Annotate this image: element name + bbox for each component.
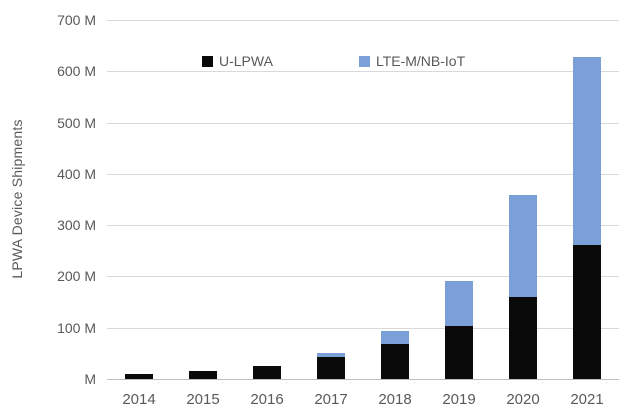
bar-2021 — [573, 20, 601, 379]
bar-2017 — [317, 20, 345, 379]
legend-label: LTE-M/NB-IoT — [375, 53, 466, 69]
y-tick-label: 600 M — [57, 63, 96, 80]
x-tick-label-2019: 2019 — [442, 391, 476, 408]
bar-2014 — [125, 20, 153, 379]
plot-area — [107, 20, 619, 380]
legend-item-lte-m-nb-iot: LTE-M/NB-IoT — [358, 53, 466, 69]
y-tick-label: M — [84, 371, 96, 387]
legend: U-LPWA LTE-M/NB-IoT — [202, 53, 465, 69]
legend-swatch-icon — [358, 55, 370, 67]
y-tick-label: 200 M — [57, 268, 96, 285]
gridline — [107, 276, 619, 278]
y-tick-label: 500 M — [57, 114, 96, 131]
bar-segment-lte-2018 — [381, 331, 409, 345]
bar-2016 — [253, 20, 281, 379]
bar-segment-lte-2017 — [317, 353, 345, 358]
bar-segment-ulpwa-2019 — [445, 326, 473, 379]
x-tick-label-2020: 2020 — [506, 391, 540, 408]
gridline — [107, 122, 619, 124]
gridline — [107, 71, 619, 73]
legend-swatch-icon — [202, 55, 213, 67]
y-tick-label: 300 M — [57, 217, 96, 234]
bar-2015 — [189, 20, 217, 379]
x-tick-label-2014: 2014 — [122, 391, 156, 408]
x-tick-label-2021: 2021 — [570, 391, 604, 408]
legend-item-ulpwa: U-LPWA — [202, 53, 273, 69]
bar-2018 — [381, 20, 409, 379]
legend-label: U-LPWA — [219, 53, 273, 69]
bar-segment-lte-2019 — [445, 280, 473, 327]
gridline — [107, 225, 619, 227]
bar-segment-ulpwa-2021 — [573, 245, 601, 379]
y-tick-label: 700 M — [57, 12, 96, 28]
x-tick-label-2018: 2018 — [378, 391, 412, 408]
bar-segment-lte-2020 — [509, 195, 537, 298]
gridline — [107, 20, 619, 21]
bar-2019 — [445, 20, 473, 379]
x-tick-label-2017: 2017 — [314, 391, 348, 408]
bar-segment-ulpwa-2020 — [509, 297, 537, 379]
gridline — [107, 173, 619, 175]
bar-2020 — [509, 20, 537, 379]
bar-segment-ulpwa-2016 — [253, 366, 281, 379]
gridline — [107, 327, 619, 329]
x-tick-label-2015: 2015 — [186, 391, 220, 408]
bar-segment-ulpwa-2017 — [317, 357, 345, 379]
y-tick-label: 100 M — [57, 319, 96, 336]
y-tick-label: 400 M — [57, 165, 96, 182]
y-axis-title: LPWA Device Shipments — [9, 119, 25, 279]
bar-segment-ulpwa-2018 — [381, 344, 409, 379]
bar-segment-ulpwa-2015 — [189, 371, 217, 379]
bar-segment-ulpwa-2014 — [125, 373, 153, 379]
x-tick-label-2016: 2016 — [250, 391, 284, 408]
bar-segment-lte-2021 — [573, 57, 601, 246]
